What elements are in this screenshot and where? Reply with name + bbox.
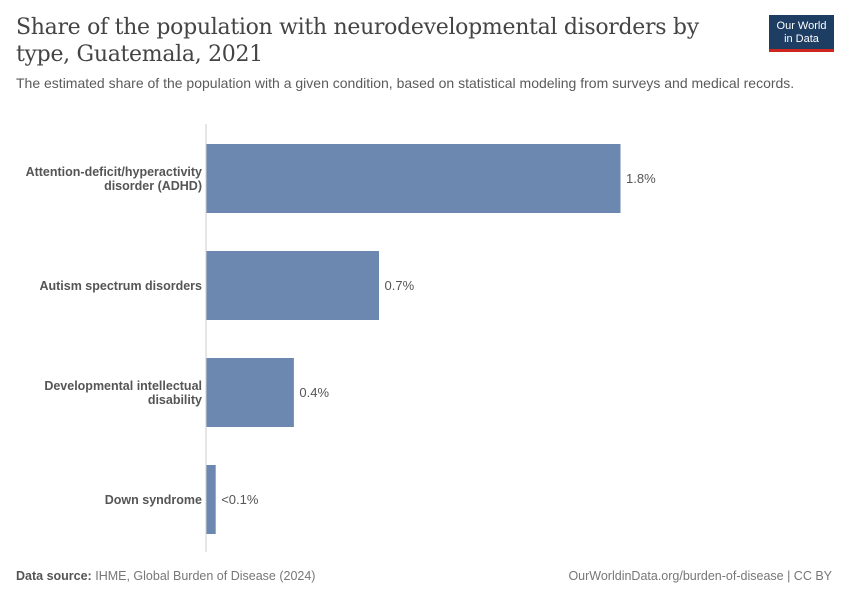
value-label: 0.7% — [385, 278, 415, 293]
chart-subtitle: The estimated share of the population wi… — [16, 75, 795, 91]
category-label: Developmental intellectual disability — [44, 379, 202, 407]
bar[interactable] — [206, 144, 621, 213]
value-label: 1.8% — [626, 171, 656, 186]
category-label: Attention-deficit/hyperactivity disorder … — [26, 165, 202, 193]
category-label: Down syndrome — [105, 493, 202, 507]
data-source: Data source: IHME, Global Burden of Dise… — [16, 569, 315, 583]
value-label: 0.4% — [299, 385, 329, 400]
bar[interactable] — [206, 465, 216, 534]
data-source-label: Data source: — [16, 569, 92, 583]
source-url[interactable]: OurWorldinData.org/burden-of-disease | C… — [568, 569, 832, 583]
data-source-text[interactable]: IHME, Global Burden of Disease (2024) — [95, 569, 316, 583]
bar[interactable] — [206, 358, 294, 427]
category-label: Autism spectrum disorders — [39, 279, 202, 293]
chart-title: Share of the population with neurodevelo… — [16, 15, 699, 67]
logo-line-2: in Data — [784, 32, 819, 45]
owid-logo[interactable]: Our World in Data — [769, 15, 834, 52]
logo-line-1: Our World — [776, 20, 827, 32]
value-label: <0.1% — [221, 492, 259, 507]
bar[interactable] — [206, 251, 380, 320]
